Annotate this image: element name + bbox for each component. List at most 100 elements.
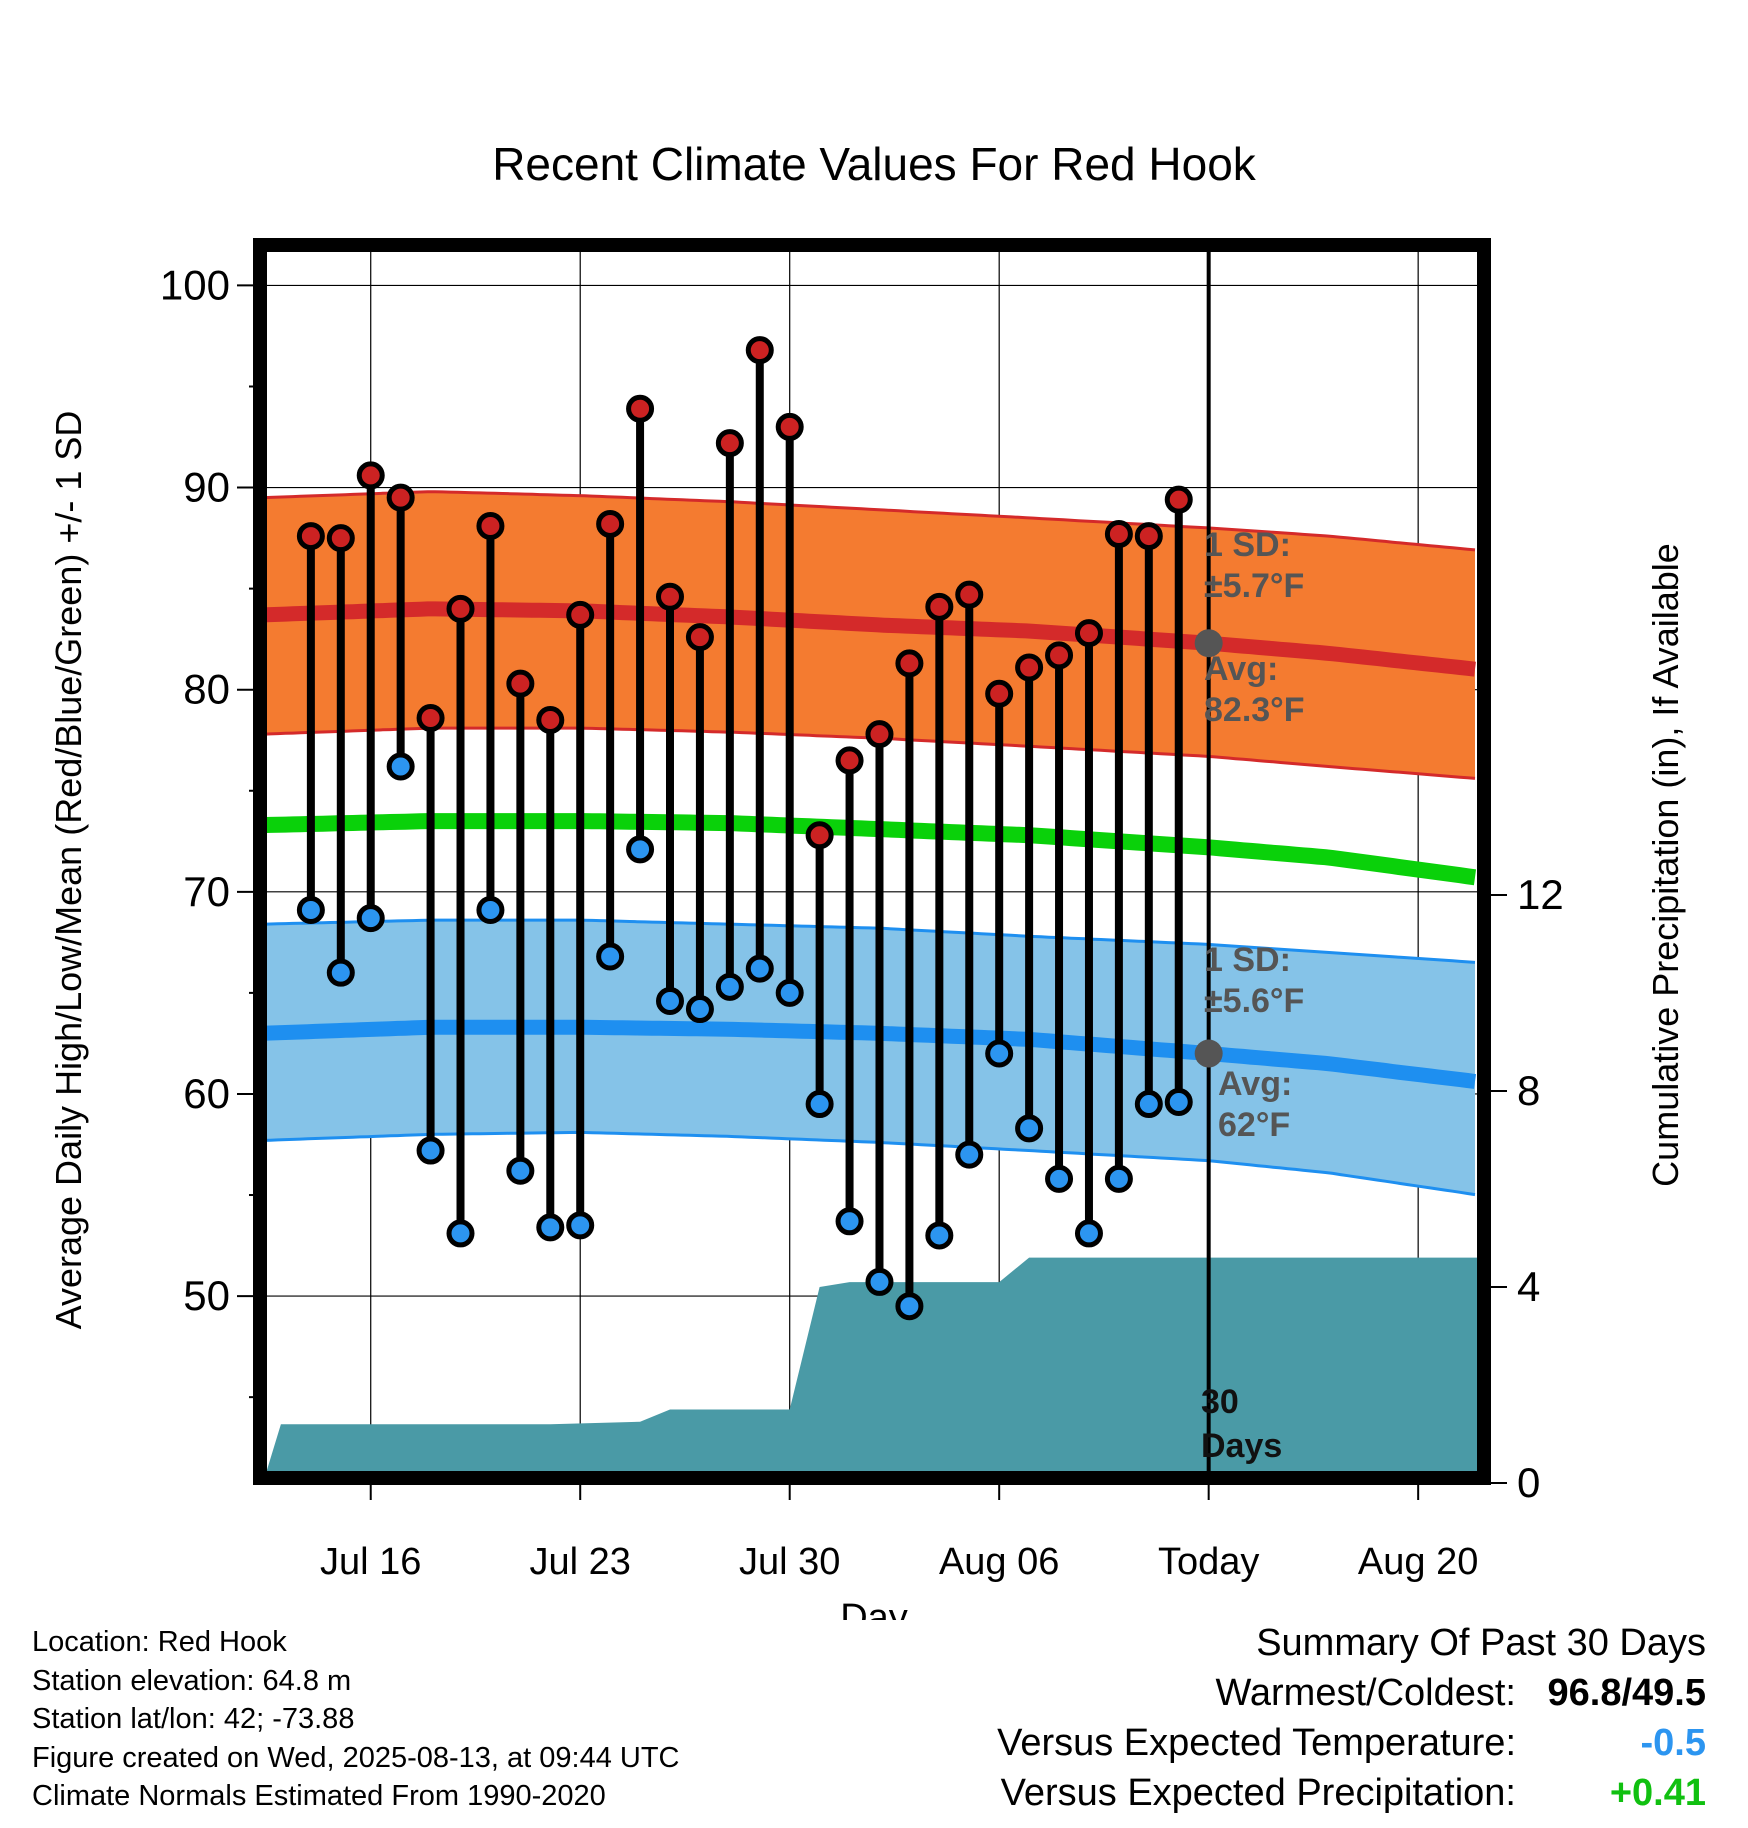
- daily-high-point: [1074, 619, 1103, 648]
- daily-low-point: [356, 904, 385, 933]
- daily-high-point: [715, 429, 744, 458]
- y2-axis-label: Cumulative Precipitation (in), If Availa…: [1645, 543, 1686, 1187]
- summary-panel: Summary Of Past 30 Days Warmest/Coldest:…: [997, 1618, 1706, 1818]
- daily-high-point: [506, 669, 535, 698]
- y2-tick-label: 8: [1517, 1067, 1540, 1114]
- precip-departure-value: +0.41: [1609, 1772, 1706, 1814]
- daily-high-point: [805, 821, 834, 850]
- daily-low-point: [745, 954, 774, 983]
- high-sd-label: 1 SD:: [1204, 526, 1291, 564]
- y-tick-label: 100: [160, 261, 230, 308]
- daily-high-point: [835, 746, 864, 775]
- elevation-text: Station elevation: 64.8 m: [32, 1664, 352, 1697]
- daily-low-point: [626, 835, 655, 864]
- daily-high-point: [626, 394, 655, 423]
- x-tick-label: Today: [1158, 1541, 1259, 1583]
- high-avg-value: 82.3°F: [1204, 691, 1305, 729]
- avg-mean-line: [262, 813, 1477, 886]
- temp-departure-row: Versus Expected Temperature: -0.5: [997, 1718, 1706, 1768]
- daily-high-point: [356, 461, 385, 490]
- warmest-coldest-label: Warmest/Coldest:: [1215, 1672, 1516, 1714]
- daily-low-point: [1045, 1164, 1074, 1193]
- daily-low-point: [536, 1213, 565, 1242]
- high-sd-value: ±5.7°F: [1204, 567, 1304, 605]
- daily-low-point: [775, 978, 804, 1007]
- daily-high-point: [476, 511, 505, 540]
- low-upper-edge: [262, 918, 1476, 964]
- daily-high-point: [745, 336, 774, 365]
- daily-high-point: [1164, 485, 1193, 514]
- x-tick-label: Aug 06: [939, 1541, 1059, 1583]
- y2-tick-label: 0: [1517, 1459, 1540, 1506]
- daily-high-point: [1015, 653, 1044, 682]
- low-sd-band: [263, 920, 1475, 1195]
- high-avg-label: Avg:: [1204, 650, 1278, 688]
- climate-chart: Recent Climate Values For Red Hook 1 SD:…: [48, 138, 1686, 1620]
- daily-low-point: [566, 1211, 595, 1240]
- daily-low-point: [326, 958, 355, 987]
- chart-title: Recent Climate Values For Red Hook: [492, 138, 1257, 190]
- plot-frame: [253, 238, 1491, 1485]
- today-avg-low-marker: [1194, 1039, 1223, 1068]
- precip-area: [263, 1257, 1484, 1478]
- high-upper-edge: [262, 490, 1476, 552]
- low-sd-value: ±5.6°F: [1204, 982, 1304, 1020]
- daily-low-point: [925, 1221, 954, 1250]
- temp-departure-value: -0.5: [1640, 1722, 1706, 1764]
- window-days-number: 30: [1201, 1383, 1239, 1421]
- station-info: Location: Red Hook Station elevation: 64…: [32, 1623, 680, 1816]
- normals-text: Climate Normals Estimated From 1990-2020: [32, 1780, 606, 1812]
- precip-departure-label: Versus Expected Precipitation:: [1000, 1772, 1516, 1814]
- daily-high-point: [775, 412, 804, 441]
- daily-low-point: [386, 752, 415, 781]
- daily-high-point: [655, 582, 684, 611]
- x-tick-label: Jul 16: [320, 1541, 421, 1583]
- daily-low-point: [506, 1156, 535, 1185]
- daily-low-point: [1164, 1088, 1193, 1117]
- daily-low-point: [596, 942, 625, 971]
- daily-high-point: [685, 623, 714, 652]
- low-sd-label: 1 SD:: [1204, 941, 1291, 979]
- y-tick-label: 90: [183, 464, 230, 511]
- daily-low-point: [895, 1292, 924, 1321]
- daily-low-point: [865, 1267, 894, 1296]
- created-text: Figure created on Wed, 2025-08-13, at 09…: [32, 1741, 680, 1774]
- daily-low-point: [805, 1090, 834, 1119]
- daily-high-point: [536, 706, 565, 735]
- daily-high-point: [296, 522, 325, 551]
- low-avg-value: 62°F: [1218, 1106, 1290, 1144]
- warmest-coldest-value: 96.8/49.5: [1547, 1672, 1706, 1714]
- y2-tick-label: 12: [1517, 871, 1564, 918]
- window-days-label: Days: [1201, 1427, 1282, 1465]
- today-avg-high-marker: [1194, 629, 1223, 658]
- y2-tick-label: 4: [1517, 1263, 1540, 1310]
- daily-high-point: [1134, 522, 1163, 551]
- temp-departure-label: Versus Expected Temperature:: [997, 1722, 1516, 1764]
- low-lower-edge: [262, 1130, 1476, 1197]
- x-tick-label: Aug 20: [1358, 1541, 1478, 1583]
- daily-low-point: [955, 1140, 984, 1169]
- avg-low-line: [262, 1019, 1476, 1089]
- daily-high-point: [566, 600, 595, 629]
- daily-low-point: [1074, 1219, 1103, 1248]
- daily-high-point: [596, 509, 625, 538]
- y-tick-label: 70: [183, 868, 230, 915]
- low-avg-label: Avg:: [1218, 1065, 1292, 1103]
- location-text: Location: Red Hook: [32, 1626, 287, 1658]
- high-sd-band: [263, 491, 1475, 779]
- precip-departure-row: Versus Expected Precipitation: +0.41: [997, 1768, 1706, 1818]
- latlon-text: Station lat/lon: 42; -73.88: [32, 1703, 355, 1735]
- x-axis-label: Day: [840, 1597, 908, 1620]
- y-tick-label: 60: [183, 1070, 230, 1117]
- daily-low-point: [1134, 1090, 1163, 1119]
- daily-high-point: [416, 703, 445, 732]
- daily-high-point: [895, 649, 924, 678]
- daily-high-point: [326, 524, 355, 553]
- daily-low-point: [446, 1219, 475, 1248]
- y-axis-label: Average Daily High/Low/Mean (Red/Blue/Gr…: [48, 411, 89, 1330]
- daily-low-point: [1015, 1114, 1044, 1143]
- daily-low-point: [296, 896, 325, 925]
- y-tick-label: 50: [183, 1272, 230, 1319]
- warmest-coldest-row: Warmest/Coldest: 96.8/49.5: [997, 1668, 1706, 1718]
- daily-high-point: [386, 483, 415, 512]
